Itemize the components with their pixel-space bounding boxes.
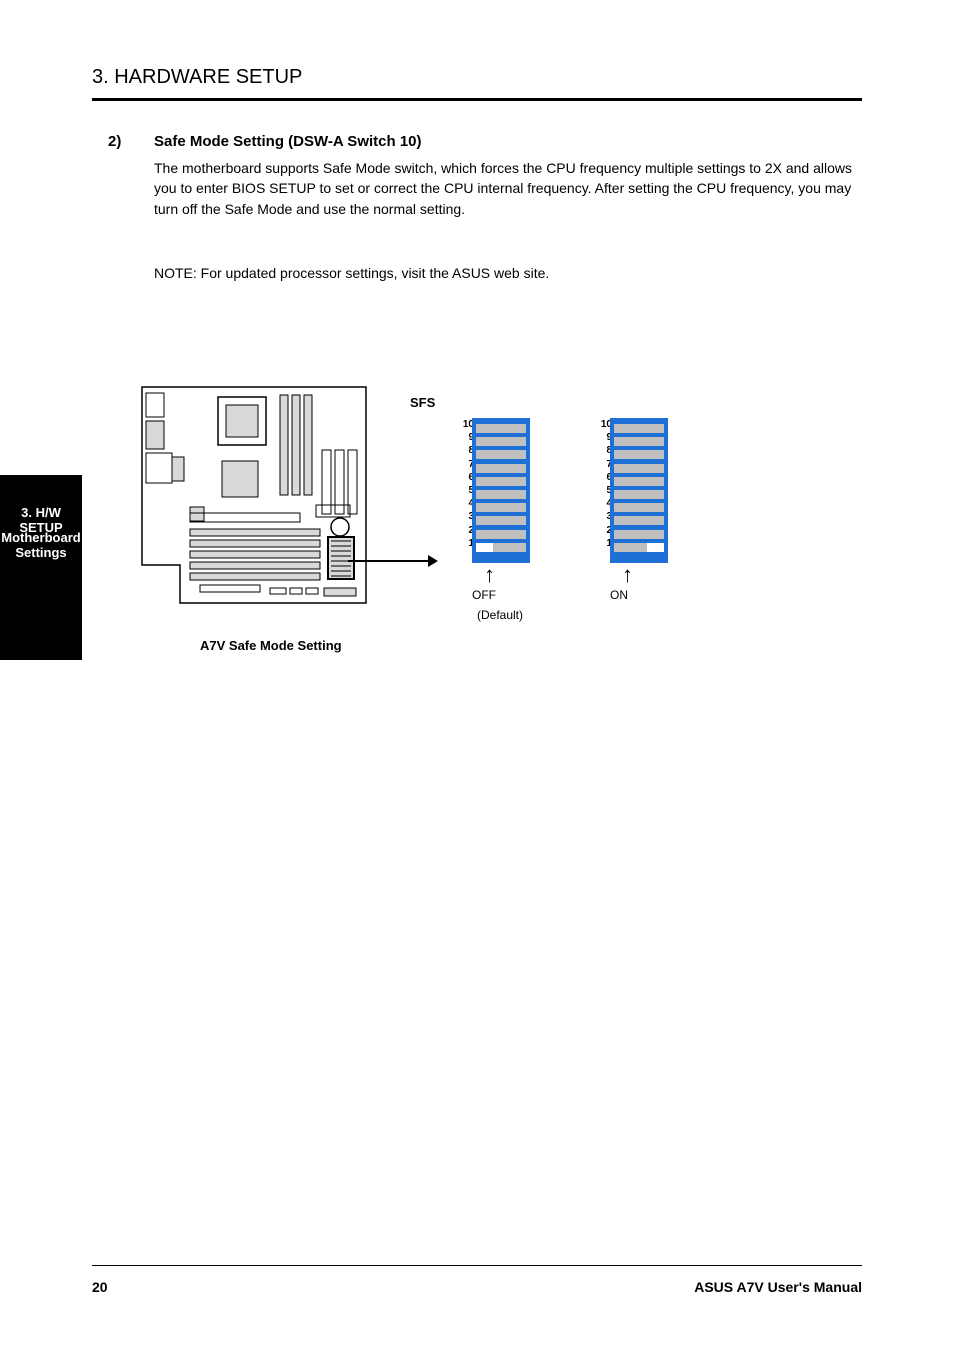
dip-row-number: 5 (578, 484, 612, 497)
arrow-up-icon: ↑ (484, 562, 495, 588)
dip-row-number: 2 (440, 524, 474, 537)
dip-row-number: 4 (440, 497, 474, 510)
dip-row-number: 2 (578, 524, 612, 537)
dip-row (476, 543, 526, 552)
dip-row-number: 5 (440, 484, 474, 497)
dip-row-number: 9 (440, 431, 474, 444)
dip-row-number: 9 (578, 431, 612, 444)
dip-row-number: 4 (578, 497, 612, 510)
dip-row (614, 543, 664, 552)
section-heading: Safe Mode Setting (DSW-A Switch 10) (154, 133, 422, 150)
sidebar-line2: Motherboard Settings (0, 530, 82, 560)
callout-arrow-icon (348, 560, 436, 562)
dip-row (614, 503, 664, 512)
dip-row (476, 530, 526, 539)
dip-row-number: 3 (440, 510, 474, 523)
section-number: 2) (108, 133, 121, 150)
dip-row-number: 10 (578, 418, 612, 431)
dip-row (614, 477, 664, 486)
dip-row-number: 6 (440, 471, 474, 484)
dip-row-number: 8 (578, 444, 612, 457)
dip-row-number: 6 (578, 471, 612, 484)
body-note: NOTE: For updated processor settings, vi… (154, 263, 862, 283)
dip-row-number: 3 (578, 510, 612, 523)
dip-row (614, 450, 664, 459)
dip-row-number: 7 (440, 458, 474, 471)
sfs-label: SFS (410, 395, 435, 410)
dip-row (614, 490, 664, 499)
page-header-title: 3. HARDWARE SETUP (92, 66, 302, 89)
dip-row (476, 516, 526, 525)
dip-row-number: 1 (440, 537, 474, 550)
header-divider (92, 98, 862, 101)
dip-row (476, 450, 526, 459)
dip-row-number: 1 (578, 537, 612, 550)
dip-label-off: OFF (472, 588, 532, 602)
arrow-up-icon: ↑ (622, 562, 633, 588)
dip-row-number: 7 (578, 458, 612, 471)
dip-row (476, 424, 526, 433)
footer-page-number: 20 (92, 1279, 108, 1295)
dip-row (476, 437, 526, 446)
dip-row (614, 530, 664, 539)
dip-numbers-left: 10987654321 (440, 418, 474, 550)
dip-row (614, 516, 664, 525)
dip-row (476, 464, 526, 473)
footer-title: ASUS A7V User's Manual (694, 1279, 862, 1295)
dip-row-number: 10 (440, 418, 474, 431)
dip-numbers-right: 10987654321 (578, 418, 612, 550)
dip-row (614, 424, 664, 433)
dip-switch-off (472, 418, 530, 563)
dip-row (476, 503, 526, 512)
dip-row (476, 477, 526, 486)
dip-row (614, 464, 664, 473)
dip-label-default: (Default) (455, 608, 545, 622)
motherboard-diagram (140, 385, 368, 605)
sidebar-tab: 3. H/W SETUP Motherboard Settings (0, 475, 82, 660)
dip-row (614, 437, 664, 446)
dip-row (476, 490, 526, 499)
dip-label-on: ON (610, 588, 670, 602)
dip-row-number: 8 (440, 444, 474, 457)
footer-divider (92, 1265, 862, 1266)
figure-caption: A7V Safe Mode Setting (200, 638, 342, 653)
dip-switch-on (610, 418, 668, 563)
body-paragraph: The motherboard supports Safe Mode switc… (154, 158, 862, 219)
